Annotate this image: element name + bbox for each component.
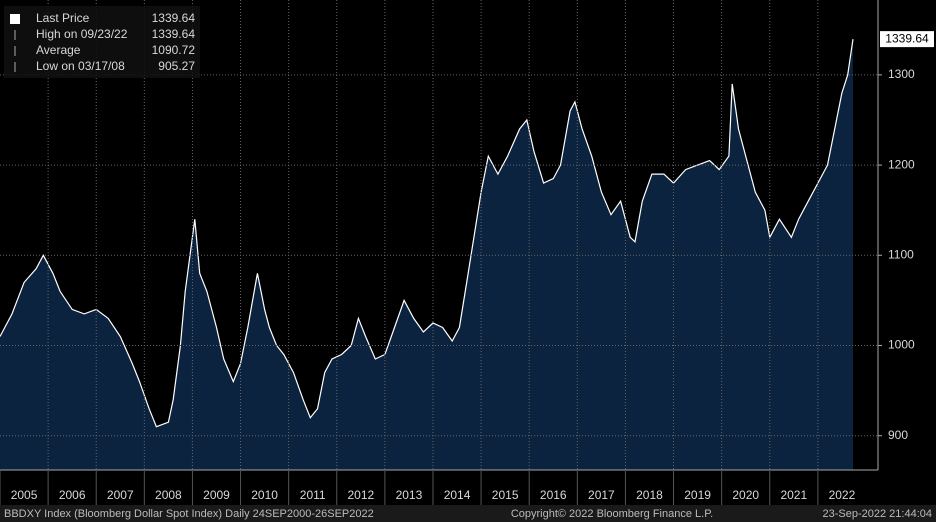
- legend-name: Last Price: [36, 11, 90, 25]
- x-tick-label: 2006: [59, 488, 86, 502]
- x-tick-label: 2010: [251, 488, 278, 502]
- x-tick-label: 2016: [540, 488, 567, 502]
- last-price-tag: 1339.64: [885, 31, 929, 45]
- legend-name: High on 09/23/22: [36, 27, 128, 41]
- price-line: [0, 39, 854, 428]
- plot-area: [0, 0, 878, 470]
- x-tick-label: 2014: [444, 488, 471, 502]
- x-tick-label: 2007: [107, 488, 134, 502]
- y-tick-label: 1300: [888, 67, 915, 81]
- legend-value: 1339.64: [152, 11, 196, 25]
- last-price-tag-bg: [880, 31, 934, 48]
- x-tick-label: 2017: [588, 488, 615, 502]
- legend-value: 1090.72: [152, 43, 196, 57]
- footer-right: 23-Sep-2022 21:44:04: [823, 508, 932, 520]
- area-fill: [0, 39, 853, 470]
- footer-bar: [0, 505, 936, 522]
- x-tick-label: 2022: [829, 488, 856, 502]
- x-tick-label: 2011: [300, 488, 326, 502]
- legend-name: Low on 03/17/08: [36, 59, 125, 73]
- x-tick-label: 2018: [636, 488, 663, 502]
- legend: Last Price 1339.64 High on 09/23/22 1339.64…: [10, 11, 195, 73]
- x-tick-label: 2020: [732, 488, 759, 502]
- x-tick-label: 2008: [155, 488, 182, 502]
- legend-value: 905.27: [158, 59, 195, 73]
- y-tick-label: 1100: [888, 247, 914, 261]
- y-tick-label: 1000: [888, 338, 915, 352]
- legend-name: Average: [36, 43, 81, 57]
- x-tick-label: 2019: [684, 488, 711, 502]
- footer-center: Copyright© 2022 Bloomberg Finance L.P.: [511, 508, 713, 520]
- legend-box: [4, 6, 200, 78]
- x-tick-label: 2013: [396, 488, 423, 502]
- legend-value: 1339.64: [152, 27, 196, 41]
- x-tick-label: 2021: [780, 488, 807, 502]
- x-tick-label: 2009: [203, 488, 230, 502]
- y-tick-label: 1200: [888, 157, 915, 171]
- x-tick-label: 2015: [492, 488, 519, 502]
- y-tick-label: 900: [888, 428, 908, 442]
- legend-swatch: [10, 14, 20, 24]
- x-tick-label: 2012: [347, 488, 374, 502]
- x-tick-label: 2005: [11, 488, 38, 502]
- footer-left: BBDXY Index (Bloomberg Dollar Spot Index…: [4, 508, 374, 520]
